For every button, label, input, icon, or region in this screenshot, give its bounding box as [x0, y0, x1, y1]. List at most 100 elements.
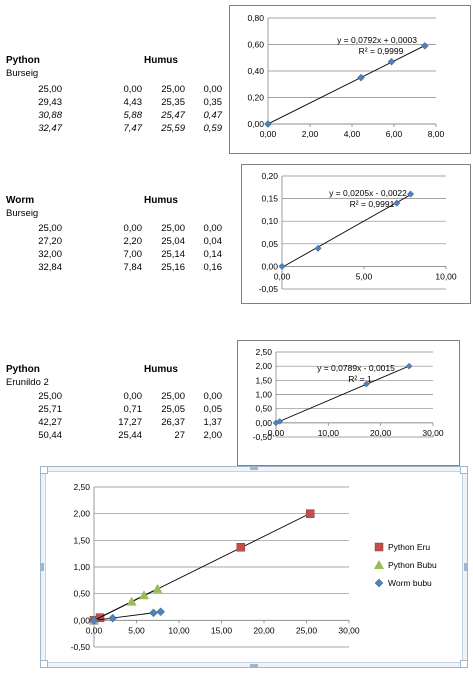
data-point-triangle	[374, 560, 384, 569]
data-point-diamond	[314, 244, 322, 252]
y-tick-label: 1,00	[255, 390, 272, 400]
x-tick-label: 30,00	[338, 625, 360, 635]
x-tick-label: 0,00	[86, 625, 103, 635]
x-tick-label: 10,00	[168, 625, 190, 635]
y-tick-label: 1,50	[255, 375, 272, 385]
table-cell: 32,84	[38, 262, 62, 273]
combined-chart[interactable]: -0,50 0,00 0,50 1,00 1,50 2,00 2,50 0,00 5,00 10,…	[45, 471, 463, 663]
table-subtitle: Burseig	[6, 208, 39, 219]
x-tick-label: 25,00	[296, 625, 318, 635]
data-point-diamond	[374, 578, 384, 588]
x-tick-label: 8,00	[428, 129, 445, 139]
chart-worm-burseig[interactable]: -0,05 0,00 0,05 0,10 0,15 0,20 0,00 5,00 10,00 y …	[241, 164, 471, 304]
table-cell: 25,00	[161, 391, 185, 402]
data-point-diamond	[276, 418, 284, 425]
table-cell: 0,05	[203, 404, 223, 415]
x-tick-label: 15,00	[211, 625, 233, 635]
table-cell: 0,16	[203, 262, 223, 273]
data-point-diamond	[421, 41, 429, 50]
table-cell: 0,04	[203, 236, 223, 247]
table-cell: 26,37	[161, 417, 185, 428]
table-cell: 0,00	[123, 84, 143, 95]
resize-handle-bottom-left[interactable]	[40, 660, 48, 668]
data-point-diamond	[149, 608, 158, 618]
table-title: Python	[6, 55, 40, 66]
table-cell: 25,00	[38, 84, 62, 95]
x-tick-label: 20,00	[370, 428, 392, 438]
table-cell: 25,59	[161, 123, 185, 134]
table-title: Worm	[6, 195, 35, 206]
table-cell: 25,05	[161, 404, 185, 415]
table-cell: 25,35	[161, 97, 185, 108]
table-cell: 0,47	[203, 110, 223, 121]
y-tick-label: 0,50	[255, 404, 272, 414]
table-cell: 7,47	[123, 123, 143, 134]
table-cell: 17,27	[118, 417, 142, 428]
resize-handle-top-left[interactable]	[40, 466, 48, 474]
r-squared-label: R² = 0,9999	[359, 46, 404, 56]
table-cell: 2,00	[203, 430, 223, 441]
trendline-equation: y = 0,0792x + 0,0003	[337, 35, 417, 45]
resize-handle-left[interactable]	[40, 563, 44, 571]
table-cell: 32,47	[38, 123, 62, 134]
resize-handle-bottom-right[interactable]	[460, 660, 468, 668]
table-cell: 25,00	[38, 223, 62, 234]
table-cell: 7,84	[123, 262, 143, 273]
humus-header: Humus	[144, 195, 178, 206]
data-point-diamond	[89, 615, 99, 625]
table-cell: 25,00	[161, 84, 185, 95]
y-tick-label: 0,50	[73, 589, 90, 599]
y-tick-label: 0,00	[247, 119, 264, 129]
table-cell: 27	[174, 430, 185, 441]
table-cell: 25,14	[161, 249, 185, 260]
table-cell: 30,88	[38, 110, 62, 121]
table-cell: 0,00	[203, 223, 223, 234]
data-point-diamond	[357, 73, 365, 82]
y-tick-label: 2,50	[73, 482, 90, 492]
table-cell: 27,20	[38, 236, 62, 247]
data-point-diamond	[393, 199, 401, 207]
y-tick-label: -0,05	[259, 284, 279, 294]
table-cell: 42,27	[38, 417, 62, 428]
table-subtitle: Burseig	[6, 68, 39, 79]
table-cell: 5,88	[123, 110, 143, 121]
resize-handle-right[interactable]	[464, 563, 468, 571]
resize-handle-top-right[interactable]	[460, 466, 468, 474]
chart-python-erunildo[interactable]: -0,50 0,00 0,50 1,00 1,50 2,00 2,50 0,00 10,00 20…	[237, 340, 460, 466]
data-point-diamond	[363, 380, 370, 388]
trendline-equation: y = 0,0789x - 0,0015	[317, 363, 395, 373]
r-squared-label: R² = 1	[348, 374, 372, 384]
data-point-square	[374, 542, 384, 552]
table-cell: 25,47	[161, 110, 185, 121]
table-cell: 7,00	[123, 249, 143, 260]
table-cell: 25,16	[161, 262, 185, 273]
table-cell: 25,04	[161, 236, 185, 247]
resize-handle-bottom[interactable]	[250, 664, 258, 668]
y-tick-label: 2,50	[255, 347, 272, 357]
y-tick-label: 0,00	[255, 418, 272, 428]
resize-handle-top[interactable]	[250, 466, 258, 470]
x-tick-label: 30,00	[422, 428, 444, 438]
x-tick-label: 0,00	[268, 428, 285, 438]
data-point-diamond	[264, 120, 272, 128]
y-tick-label: 0,15	[261, 194, 278, 204]
trendline	[93, 588, 158, 621]
selected-chart-frame[interactable]: -0,50 0,00 0,50 1,00 1,50 2,00 2,50 0,00 5,00 10,…	[40, 466, 468, 668]
y-tick-label: 0,20	[247, 93, 264, 103]
table-cell: 50,44	[38, 430, 62, 441]
data-point-square	[236, 543, 246, 552]
chart-svg: 0,00 0,20 0,40 0,60 0,80 0,00 2,00 4,00 6,00 8,00…	[247, 13, 445, 139]
table-cell: 0,00	[123, 391, 143, 402]
table-cell: 25,44	[118, 430, 142, 441]
data-point-diamond	[405, 362, 413, 370]
chart-python-burseig[interactable]: 0,00 0,20 0,40 0,60 0,80 0,00 2,00 4,00 6,00 8,00…	[229, 5, 471, 154]
y-tick-label: 2,00	[73, 509, 90, 519]
data-point-triangle	[138, 590, 149, 600]
humus-header: Humus	[144, 55, 178, 66]
y-tick-label: 0,00	[261, 261, 278, 271]
x-tick-label: 4,00	[344, 129, 361, 139]
x-tick-label: 5,00	[128, 625, 145, 635]
y-tick-label: -0,50	[253, 432, 273, 442]
trendline	[281, 194, 411, 268]
y-tick-label: 0,05	[261, 239, 278, 249]
